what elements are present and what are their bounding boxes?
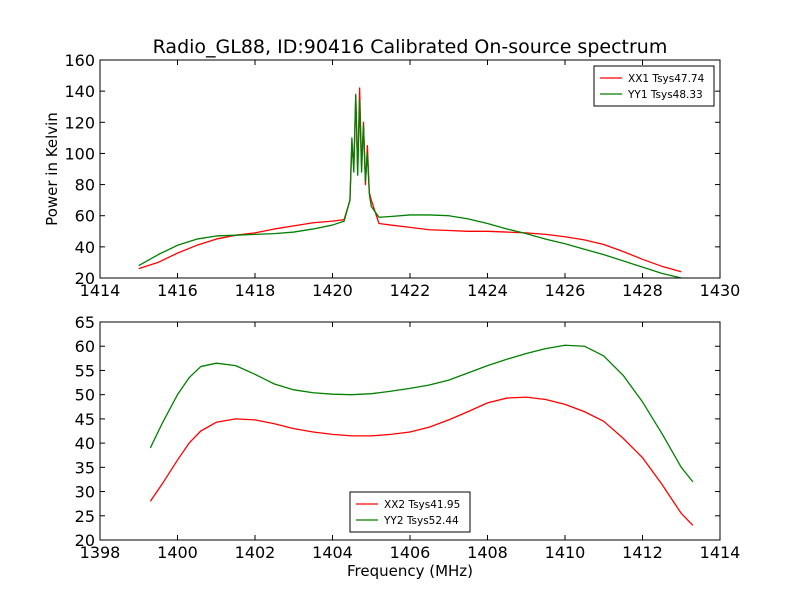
y-tick-label: 30: [75, 483, 95, 502]
x-tick-label: 1404: [312, 543, 353, 562]
x-tick-label: 1430: [700, 281, 741, 300]
x-tick-label: 1410: [545, 543, 586, 562]
y-tick-label: 60: [75, 337, 95, 356]
y-tick-label: 80: [75, 176, 95, 195]
y-tick-label: 140: [64, 82, 95, 101]
series-line-yy2: [149, 344, 694, 483]
y-tick-label: 40: [75, 434, 95, 453]
chart-title: Radio_GL88, ID:90416 Calibrated On-sourc…: [153, 36, 668, 58]
x-tick-label: 1414: [80, 281, 121, 300]
y-tick-label: 100: [64, 144, 95, 163]
y-tick-label: 120: [64, 113, 95, 132]
x-tick-label: 1418: [235, 281, 276, 300]
legend-box: [349, 491, 471, 533]
y-tick-label: 20: [75, 269, 95, 288]
y-tick-label: 35: [75, 458, 95, 477]
legend-label: XX2 Tsys41.95: [384, 499, 460, 511]
legend: XX1 Tsys47.74 YY1 Tsys48.33: [593, 65, 715, 107]
y-tick-label: 65: [75, 313, 95, 332]
x-axis-label: Frequency (MHz): [347, 562, 473, 580]
series-line-xx2: [149, 396, 694, 526]
x-tick-label: 1420: [312, 281, 353, 300]
series-line-xx1: [138, 87, 682, 273]
y-tick-label: 50: [75, 386, 95, 405]
top-spectrum-panel: 1414 1416 1418 1420 1422 1424 1426 1428 1430 20 40…: [43, 51, 740, 300]
series-line-yy1: [138, 93, 682, 279]
legend-label: XX1 Tsys47.74: [628, 73, 705, 85]
x-tick-label: 1402: [235, 543, 276, 562]
legend-label: YY1 Tsys48.33: [627, 89, 703, 101]
legend-label: YY2 Tsys52.44: [383, 515, 459, 527]
x-tick-label: 1422: [390, 281, 431, 300]
x-tick-label: 1406: [390, 543, 431, 562]
legend: XX2 Tsys41.95 YY2 Tsys52.44: [349, 491, 471, 533]
y-tick-label: 45: [75, 410, 95, 429]
x-tick-label: 1424: [467, 281, 508, 300]
x-tick-label: 1400: [157, 543, 198, 562]
x-tick-label: 1428: [622, 281, 663, 300]
y-tick-label: 55: [75, 361, 95, 380]
x-tick-label: 1414: [700, 543, 741, 562]
y-axis-label: Power in Kelvin: [43, 112, 61, 226]
x-tick-label: 1416: [157, 281, 198, 300]
x-tick-label: 1426: [545, 281, 586, 300]
x-tick-label: 1408: [467, 543, 508, 562]
y-tick-label: 25: [75, 507, 95, 526]
y-tick-label: 60: [75, 207, 95, 226]
bottom-spectrum-panel: 1398 1400 1402 1404 1406 1408 1410 1412 1414 20 25…: [75, 313, 741, 580]
y-tick-label: 20: [75, 531, 95, 550]
y-tick-label: 160: [64, 51, 95, 70]
legend-box: [593, 65, 715, 107]
x-tick-label: 1398: [80, 543, 121, 562]
y-tick-label: 40: [75, 238, 95, 257]
x-tick-label: 1412: [622, 543, 663, 562]
